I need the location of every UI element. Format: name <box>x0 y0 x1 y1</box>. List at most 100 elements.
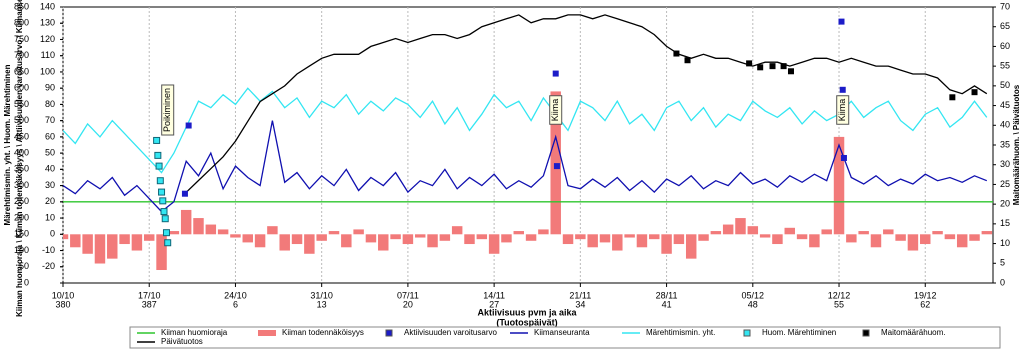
y3-tick-label: 30 <box>45 180 55 190</box>
y2-tick-label: 50 <box>1000 80 1010 90</box>
marker <box>746 60 753 67</box>
y-tick-label: 200 <box>14 212 29 222</box>
marker <box>673 50 680 57</box>
x-tick-label: 13 <box>317 299 327 309</box>
bar <box>833 136 845 235</box>
legend-label: Kiimanseuranta <box>534 328 590 337</box>
bar <box>451 226 463 235</box>
bar <box>907 234 919 251</box>
legend-label: Huom. Märehtiminen <box>762 328 836 337</box>
bar <box>341 234 352 248</box>
y3-tick-label: 70 <box>45 115 55 125</box>
bar <box>119 234 130 245</box>
legend-swatch <box>862 329 870 337</box>
x-tick-label: 34 <box>575 299 585 309</box>
x-tick-label: 12/12 <box>828 290 851 300</box>
x-tick-label: 387 <box>142 299 157 309</box>
marker <box>154 151 162 159</box>
x-tick-label: 24/10 <box>224 290 247 300</box>
marker <box>159 197 167 205</box>
y2-tick-label: 10 <box>1000 238 1010 248</box>
y2-tick-label: 20 <box>1000 199 1010 209</box>
bar <box>821 229 832 235</box>
bar <box>205 224 217 235</box>
line <box>185 14 988 193</box>
y-tick-label: 600 <box>14 83 29 93</box>
annotation: Kiima <box>550 99 560 122</box>
bar <box>870 234 882 248</box>
y3-axis-title: Kiiman huomioraja \ Kiiman todennäköisyy… <box>15 0 24 317</box>
plot <box>63 14 993 271</box>
marker <box>552 70 559 77</box>
legend-label: Kiiman huomioraja <box>161 328 228 337</box>
marker <box>769 63 776 70</box>
bar <box>402 234 414 245</box>
y3-tick-label: -20 <box>42 261 55 271</box>
marker <box>164 239 172 247</box>
y-axis-title: Märehtimismin. yht. \ Huom. Märehtiminen <box>3 64 12 225</box>
bar <box>735 218 746 235</box>
bar <box>464 234 475 245</box>
bar <box>772 234 783 245</box>
bar <box>291 234 303 245</box>
legend-swatch <box>743 329 751 337</box>
bar <box>143 234 155 241</box>
marker <box>757 64 764 71</box>
y3-tick-label: 140 <box>40 1 55 11</box>
bar <box>846 234 857 243</box>
legend-swatch <box>258 330 276 336</box>
bar <box>439 234 451 241</box>
x-tick-label: 20 <box>403 299 413 309</box>
legend-label: Kiiman todennäköisyys <box>282 328 364 337</box>
y-tick-label: 100 <box>14 245 29 255</box>
y-tick-label: 350 <box>14 164 29 174</box>
marker <box>185 122 192 129</box>
bar <box>180 209 192 235</box>
bar <box>365 234 377 243</box>
x-tick-label: 27 <box>489 299 499 309</box>
x-tick-label: 48 <box>748 299 758 309</box>
bar <box>932 231 943 235</box>
bar <box>944 234 956 240</box>
bar <box>636 234 648 248</box>
line <box>63 120 988 213</box>
bar <box>981 231 993 235</box>
legend-label: Märehtimismin. yht. <box>646 328 715 337</box>
x-tick-label: 62 <box>920 299 930 309</box>
bar <box>895 234 906 241</box>
bar <box>168 231 180 235</box>
x-tick-label: 07/11 <box>397 290 419 300</box>
marker <box>840 154 847 161</box>
bar <box>599 234 611 243</box>
bar <box>698 234 709 241</box>
y3-tick-label: 20 <box>45 196 55 206</box>
y3-tick-label: 90 <box>45 83 55 93</box>
x-axis-title: Aktiivisuus pvm ja aika <box>477 307 577 317</box>
bar <box>279 234 290 251</box>
y2-tick-label: 30 <box>1000 159 1010 169</box>
legend-label: Päivätuotos <box>161 337 203 346</box>
legend <box>129 326 1001 349</box>
y2-axis-title: Maitomäärähuom. \ Päivätuotos <box>1012 84 1021 205</box>
bar <box>710 231 722 235</box>
y-tick-label: 800 <box>14 18 29 28</box>
y2-tick-label: 15 <box>1000 218 1010 228</box>
y-tick-label: 250 <box>14 196 29 206</box>
bar <box>390 234 401 240</box>
bar <box>796 234 808 240</box>
marker <box>684 57 691 64</box>
y-tick-label: 0 <box>24 277 29 287</box>
annotation-box <box>836 95 850 125</box>
y-tick-label: 400 <box>14 147 29 157</box>
bar <box>353 229 364 235</box>
bar <box>673 234 685 245</box>
y3-tick-label: 40 <box>45 164 55 174</box>
x-tick-label: 55 <box>834 299 844 309</box>
marker <box>181 190 188 197</box>
x-tick-label: 17/10 <box>138 290 161 300</box>
marker <box>153 136 161 144</box>
bar <box>304 234 315 254</box>
bar <box>70 234 81 248</box>
bar <box>747 226 759 235</box>
bar <box>525 234 537 241</box>
